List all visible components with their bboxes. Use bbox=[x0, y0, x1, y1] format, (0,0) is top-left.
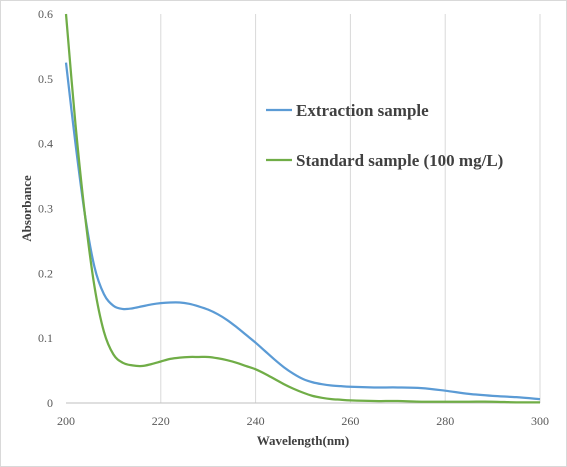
x-tick-label: 220 bbox=[152, 414, 170, 428]
y-tick-label: 0.4 bbox=[38, 137, 53, 151]
legend-label: Standard sample (100 mg/L) bbox=[296, 151, 503, 170]
y-tick-label: 0.2 bbox=[38, 266, 53, 280]
x-tick-label: 260 bbox=[341, 414, 359, 428]
legend: Extraction sample Standard sample (100 mg… bbox=[266, 101, 503, 170]
legend-label: Extraction sample bbox=[296, 101, 429, 120]
x-tick-label: 200 bbox=[57, 414, 75, 428]
y-tick-label: 0.1 bbox=[38, 331, 53, 345]
x-tick-labels: 200 220 240 260 280 300 bbox=[57, 414, 549, 428]
y-tick-label: 0.5 bbox=[38, 72, 53, 86]
y-tick-label: 0.3 bbox=[38, 202, 53, 216]
series-line-1 bbox=[64, 62, 541, 401]
x-tick-label: 240 bbox=[247, 414, 265, 428]
y-tick-labels: 0 0.1 0.2 0.3 0.4 0.5 0.6 bbox=[38, 7, 53, 410]
y-tick-label: 0 bbox=[47, 396, 53, 410]
series-line-2 bbox=[64, 13, 541, 404]
x-axis-title: Wavelength(nm) bbox=[257, 433, 349, 448]
y-tick-label: 0.6 bbox=[38, 7, 53, 21]
x-tick-label: 300 bbox=[531, 414, 549, 428]
y-axis-title: Absorbance bbox=[19, 175, 34, 242]
x-tick-label: 280 bbox=[436, 414, 454, 428]
series-lines bbox=[64, 13, 541, 404]
gridlines bbox=[160, 14, 541, 403]
